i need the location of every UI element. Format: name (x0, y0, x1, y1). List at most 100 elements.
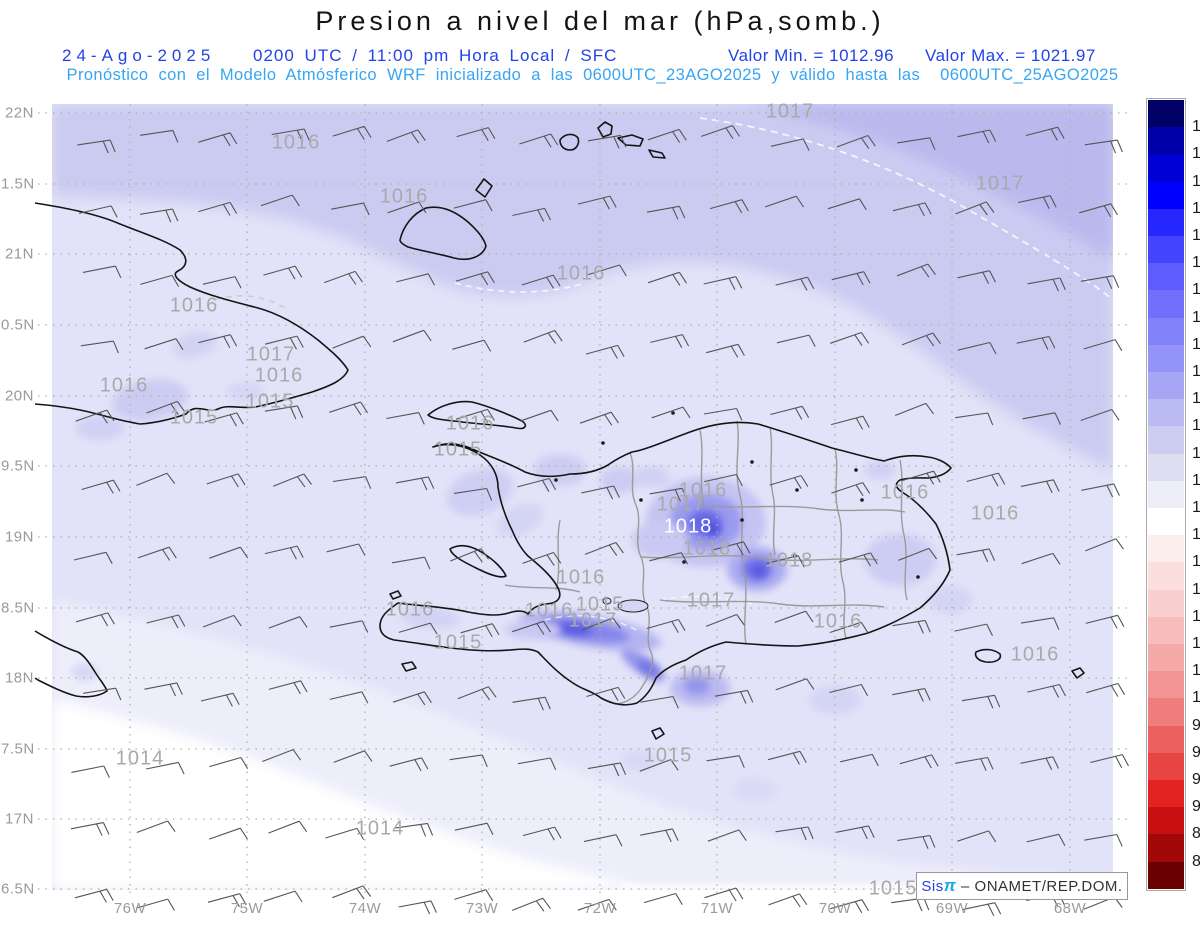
contour-label: 1016 (254, 364, 304, 387)
colorbar-cell (1148, 589, 1184, 618)
colorbar-label: 1014 (1192, 471, 1200, 489)
pressure-shading-layer (52, 104, 1113, 890)
agency-stamp: Sis π – ONAMET/REP.DOM. (916, 872, 1128, 900)
lat-label: 6.5N (1, 880, 35, 898)
contour-label: 1015 (245, 390, 295, 413)
lat-label: 21N (4, 245, 34, 263)
lat-label: 19N (4, 528, 34, 546)
colorbar-cell (1148, 480, 1184, 509)
lat-label: 9.5N (1, 457, 35, 475)
lat-label: 18N (4, 669, 34, 687)
colorbar-cell (1148, 127, 1184, 155)
lat-label: 7.5N (1, 740, 35, 758)
colorbar-cell (1148, 344, 1184, 373)
colorbar-label: 990 (1192, 716, 1200, 734)
colorbar-cell (1148, 100, 1184, 128)
colorbar-cell (1148, 671, 1184, 699)
colorbar-label: 850 (1192, 825, 1200, 843)
page-title: Presion a nivel del mar (hPa,somb.) (315, 6, 885, 36)
colorbar-cell (1148, 317, 1184, 346)
contour-label: 1015 (433, 438, 483, 461)
contour-label: 1016 (1010, 643, 1060, 666)
colorbar-label: 1000 (1192, 689, 1200, 707)
colorbar-cell (1148, 535, 1184, 563)
lon-label: 74W (348, 900, 382, 917)
contour-label: 1016 (271, 131, 321, 154)
contour-label: 1016 (970, 502, 1020, 525)
colorbar-cell (1148, 208, 1184, 237)
lon-label: 71W (700, 900, 734, 917)
lat-label: 1.5N (1, 175, 35, 193)
contour-label: 1016 (556, 262, 606, 285)
contour-label: 1017 (656, 493, 706, 516)
colorbar-cell (1148, 290, 1184, 319)
contour-label: 1018 (663, 515, 713, 538)
colorbar-label: 1013 (1192, 499, 1200, 516)
contour-label: 1016 (556, 566, 606, 589)
contour-label: 1016 (385, 598, 435, 621)
lat-label: 17N (4, 810, 34, 828)
lake-enriquillo (617, 599, 649, 613)
subtitle-min-value: Valor Min. = 1012.96 (728, 46, 895, 65)
contour-label: 1015 (643, 744, 693, 767)
stamp-pi-icon: π (943, 876, 957, 895)
colorbar-cell (1148, 508, 1184, 536)
subtitle-max-value: Valor Max. = 1021.97 (925, 46, 1096, 65)
stamp-agency-text: – ONAMET/REP.DOM. (956, 877, 1123, 895)
contour-label: 1016 (99, 374, 149, 397)
contour-label: 1015 (575, 593, 625, 616)
colorbar-cell (1148, 263, 1184, 291)
admin-borders-layer (504, 420, 908, 705)
colorbar-cell (1148, 399, 1184, 427)
colorbar-label: 950 (1192, 771, 1200, 788)
contour-label: 1017 (246, 343, 296, 366)
contour-label: 1017 (686, 589, 736, 612)
colorbar-cell (1148, 861, 1184, 890)
contour-label: 1016 (445, 412, 495, 435)
colorbar-cell (1148, 834, 1184, 863)
contour-label: 1017 (678, 662, 728, 685)
lon-label: 73W (465, 900, 499, 917)
colorbar-cell (1148, 807, 1184, 835)
contour-label: 1018 (764, 549, 814, 572)
contour-label: 1017 (975, 172, 1025, 195)
colorbar-label: 1020 (1192, 308, 1200, 326)
colorbar-label: 1050 (1192, 118, 1200, 136)
colorbar-label: 1002 (1192, 662, 1200, 680)
colorbar-cell (1148, 426, 1184, 455)
lon-label: 75W (230, 900, 264, 917)
contour-label: 1016 (524, 599, 574, 622)
colorbar-label: 1028 (1192, 227, 1200, 244)
contour-label: 1016 (678, 479, 728, 502)
colorbar-cell (1148, 181, 1184, 210)
colorbar-label: 1004 (1192, 635, 1200, 652)
colorbar-label: 1006 (1192, 607, 1200, 625)
colorbar-label: 800 (1192, 852, 1200, 870)
colorbar-cell (1148, 372, 1184, 400)
colorbar-label: 1017 (1192, 390, 1200, 408)
colorbar-label: 1022 (1192, 281, 1200, 299)
colorbar-label: 1019 (1192, 335, 1200, 353)
subtitle-run-info: 0200 UTC / 11:00 pm Hora Local / SFC (253, 46, 618, 65)
contour-label: 1016 (880, 481, 930, 504)
lon-label: 72W (583, 900, 617, 917)
contour-label: 1015 (433, 631, 483, 654)
colorbar-label: 1015 (1192, 444, 1200, 462)
coastlines-layer (34, 121, 1085, 740)
contour-label: 1016 (379, 185, 429, 208)
colorbar-label: 1018 (1192, 363, 1200, 380)
colorbar-label: 900 (1192, 798, 1200, 816)
lon-label: 76W (113, 900, 147, 917)
colorbar-label: 1010 (1192, 553, 1200, 571)
lat-label: 20N (4, 387, 34, 405)
lat-label: 8.5N (1, 599, 35, 617)
contour-label: 1014 (115, 747, 165, 770)
colorbar-label: 1016 (1192, 417, 1200, 435)
colorbar-cell (1148, 562, 1184, 591)
lon-label: 69W (935, 900, 969, 917)
colorbar-label: 1040 (1192, 145, 1200, 163)
lat-label: 0.5N (1, 316, 35, 334)
contour-label: 1016 (813, 610, 863, 633)
